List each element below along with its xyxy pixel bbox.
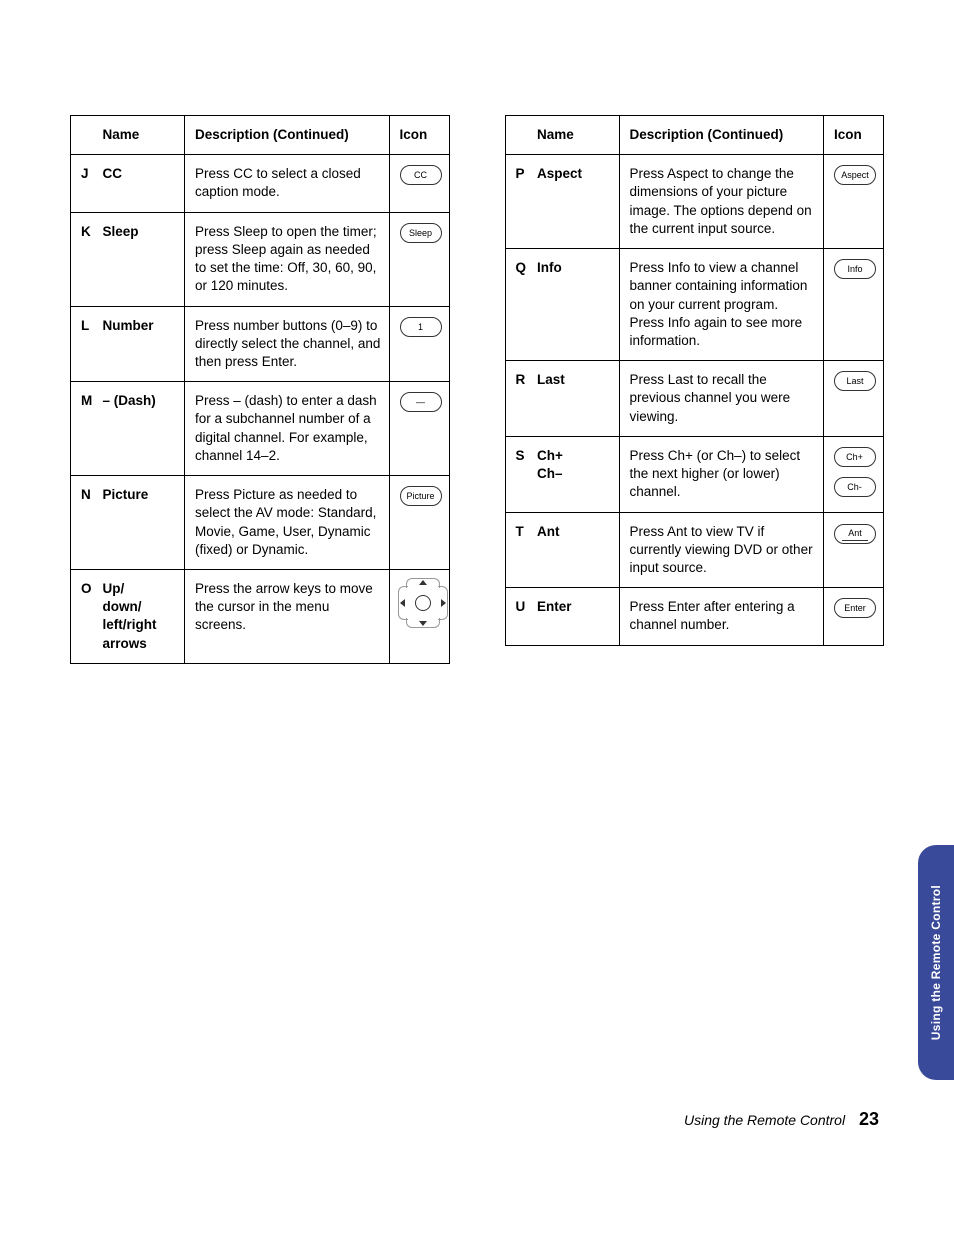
right-column: Name Description (Continued) Icon PAspec…	[505, 115, 885, 664]
table-row: RLastPress Last to recall the previous c…	[505, 361, 884, 437]
row-name: Ant	[527, 512, 619, 588]
row-name: CC	[93, 155, 185, 212]
page-number: 23	[859, 1109, 879, 1129]
row-letter: R	[505, 361, 527, 437]
row-icon: CC	[389, 155, 449, 212]
button-icon: Ch-	[834, 477, 876, 497]
button-icon: Sleep	[400, 223, 442, 243]
row-description: Press Sleep to open the timer; press Sle…	[185, 212, 390, 306]
button-icon: Last	[834, 371, 876, 391]
left-column: Name Description (Continued) Icon JCCPre…	[70, 115, 450, 664]
button-icon: —	[400, 392, 442, 412]
row-name: Number	[93, 306, 185, 382]
button-icon: Aspect	[834, 165, 876, 185]
row-letter: L	[71, 306, 93, 382]
row-icon: Ch+ Ch-	[824, 436, 884, 512]
ant-button-icon: Ant	[834, 524, 876, 544]
side-tab-label: Using the Remote Control	[929, 885, 943, 1040]
row-description: Press Picture as needed to select the AV…	[185, 476, 390, 570]
page-footer: Using the Remote Control 23	[684, 1109, 879, 1130]
row-letter: U	[505, 588, 527, 645]
left-table: Name Description (Continued) Icon JCCPre…	[70, 115, 450, 664]
table-row: SCh+Ch–Press Ch+ (or Ch–) to select the …	[505, 436, 884, 512]
row-icon: Picture	[389, 476, 449, 570]
row-name: Last	[527, 361, 619, 437]
row-icon: Sleep	[389, 212, 449, 306]
page-content: Name Description (Continued) Icon JCCPre…	[0, 0, 954, 664]
row-letter: N	[71, 476, 93, 570]
button-icon: CC	[400, 165, 442, 185]
row-name: Ch+Ch–	[527, 436, 619, 512]
row-letter: T	[505, 512, 527, 588]
row-name: Aspect	[527, 155, 619, 249]
header-icon: Icon	[389, 116, 449, 155]
row-letter: J	[71, 155, 93, 212]
row-icon	[389, 569, 449, 663]
row-icon: 1	[389, 306, 449, 382]
row-name: Sleep	[93, 212, 185, 306]
row-name: Enter	[527, 588, 619, 645]
table-row: PAspectPress Aspect to change the dimens…	[505, 155, 884, 249]
button-icon: 1	[400, 317, 442, 337]
row-description: Press Enter after entering a channel num…	[619, 588, 824, 645]
row-description: Press Ant to view TV if currently viewin…	[619, 512, 824, 588]
row-description: Press number buttons (0–9) to directly s…	[185, 306, 390, 382]
channel-buttons-icon: Ch+ Ch-	[834, 447, 875, 497]
table-row: TAntPress Ant to view TV if currently vi…	[505, 512, 884, 588]
table-row: NPicturePress Picture as needed to selec…	[71, 476, 450, 570]
header-name-letter	[505, 116, 527, 155]
header-description: Description (Continued)	[185, 116, 390, 155]
row-letter: S	[505, 436, 527, 512]
row-icon: Last	[824, 361, 884, 437]
button-icon: Ch+	[834, 447, 876, 467]
row-name: – (Dash)	[93, 382, 185, 476]
row-letter: K	[71, 212, 93, 306]
table-row: QInfoPress Info to view a channel banner…	[505, 249, 884, 361]
row-icon: Ant	[824, 512, 884, 588]
table-row: UEnterPress Enter after entering a chann…	[505, 588, 884, 645]
row-name: Picture	[93, 476, 185, 570]
row-letter: M	[71, 382, 93, 476]
row-letter: P	[505, 155, 527, 249]
header-name: Name	[527, 116, 619, 155]
dpad-icon	[400, 580, 446, 626]
button-icon: Enter	[834, 598, 876, 618]
right-table: Name Description (Continued) Icon PAspec…	[505, 115, 885, 646]
side-tab: Using the Remote Control	[918, 845, 954, 1080]
row-description: Press the arrow keys to move the cursor …	[185, 569, 390, 663]
row-letter: Q	[505, 249, 527, 361]
table-row: LNumberPress number buttons (0–9) to dir…	[71, 306, 450, 382]
button-icon: Info	[834, 259, 876, 279]
row-letter: O	[71, 569, 93, 663]
header-description: Description (Continued)	[619, 116, 824, 155]
row-description: Press – (dash) to enter a dash for a sub…	[185, 382, 390, 476]
header-name-letter	[71, 116, 93, 155]
table-row: JCCPress CC to select a closed caption m…	[71, 155, 450, 212]
table-row: OUp/down/left/right arrowsPress the arro…	[71, 569, 450, 663]
button-icon: Picture	[400, 486, 442, 506]
row-description: Press CC to select a closed caption mode…	[185, 155, 390, 212]
row-description: Press Aspect to change the dimensions of…	[619, 155, 824, 249]
row-name: Info	[527, 249, 619, 361]
row-name: Up/down/left/right arrows	[93, 569, 185, 663]
header-icon: Icon	[824, 116, 884, 155]
row-icon: Info	[824, 249, 884, 361]
table-row: KSleepPress Sleep to open the timer; pre…	[71, 212, 450, 306]
row-description: Press Ch+ (or Ch–) to select the next hi…	[619, 436, 824, 512]
header-name: Name	[93, 116, 185, 155]
row-description: Press Last to recall the previous channe…	[619, 361, 824, 437]
row-icon: Enter	[824, 588, 884, 645]
row-icon: —	[389, 382, 449, 476]
table-row: M– (Dash)Press – (dash) to enter a dash …	[71, 382, 450, 476]
footer-text: Using the Remote Control	[684, 1112, 845, 1128]
row-icon: Aspect	[824, 155, 884, 249]
row-description: Press Info to view a channel banner cont…	[619, 249, 824, 361]
